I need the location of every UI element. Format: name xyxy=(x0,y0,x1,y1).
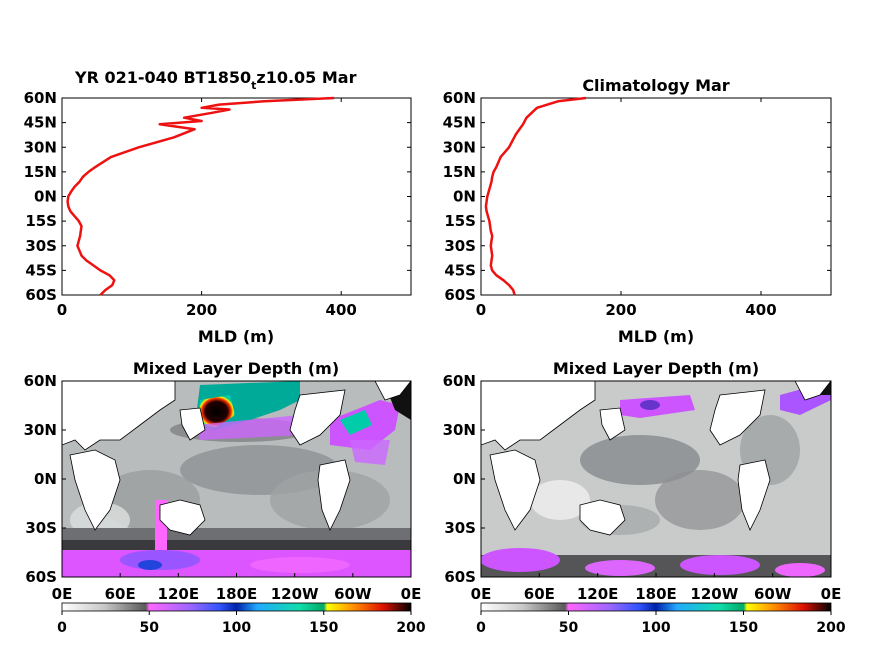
mld-profile-line-model xyxy=(66,96,335,296)
map-xtick-label: 180E xyxy=(635,585,677,603)
xtick-label: 0 xyxy=(57,301,67,319)
ytick-label: 15N xyxy=(443,163,476,181)
xtick-label: 400 xyxy=(326,301,357,319)
map-xtick-label: 180E xyxy=(216,585,258,603)
profile-xlabel-climatology: MLD (m) xyxy=(618,327,694,346)
ytick-label: 15N xyxy=(24,163,57,181)
map-xtick-label: 0E xyxy=(401,585,422,603)
map-ytick-label: 0N xyxy=(34,470,57,488)
mld-map-climatology: Mixed Layer Depth (m) xyxy=(443,359,846,636)
ytick-label: 45S xyxy=(444,261,476,279)
ytick-label: 60N xyxy=(443,89,476,107)
ytick-label: 30N xyxy=(24,138,57,156)
map-title-model: Mixed Layer Depth (m) xyxy=(133,359,339,378)
colorbar-model: 0 50 100 150 200 xyxy=(57,602,426,636)
map-title-climatology: Mixed Layer Depth (m) xyxy=(553,359,759,378)
colorbar-tick-label: 150 xyxy=(729,620,758,636)
mld-map-model: Mixed Layer Depth (m) xyxy=(24,359,426,636)
profile-title-model: YR 021-040 BT1850tz10.05 Mar xyxy=(74,68,357,92)
ytick-label: 15S xyxy=(25,212,57,230)
profile-axes-climatology xyxy=(480,97,832,296)
map-xtick-label: 60W xyxy=(334,585,372,603)
ytick-label: 60N xyxy=(24,89,57,107)
ytick-label: 30N xyxy=(443,138,476,156)
map-ytick-label: 60N xyxy=(24,372,57,390)
map-xtick-label: 120W xyxy=(690,585,738,603)
map-xtick-label: 60W xyxy=(754,585,792,603)
ytick-label: 30S xyxy=(444,237,476,255)
profile-title-climatology: Climatology Mar xyxy=(582,76,729,95)
profile-axes-model xyxy=(61,97,412,296)
ytick-label: 45S xyxy=(25,261,57,279)
mld-profile-line-climatology xyxy=(484,96,587,296)
colorbar-tick-label: 200 xyxy=(816,620,845,636)
colorbar-tick-label: 200 xyxy=(396,620,425,636)
map-ytick-label: 30S xyxy=(25,519,57,537)
map-xtick-label: 0E xyxy=(52,585,73,603)
colorbar-tick-label: 100 xyxy=(641,620,670,636)
map-ytick-label: 60N xyxy=(443,372,476,390)
map-xtick-label: 120W xyxy=(271,585,319,603)
xtick-label: 400 xyxy=(745,301,776,319)
xtick-label: 0 xyxy=(476,301,486,319)
map-ytick-label: 0N xyxy=(453,470,476,488)
profile-xlabel-model: MLD (m) xyxy=(198,327,274,346)
map-xtick-label: 60E xyxy=(524,585,555,603)
ytick-label: 45N xyxy=(443,114,476,132)
profile-panel-model: YR 021-040 BT1850tz10.05 Mar 60N 45N 30N 15… xyxy=(24,68,412,346)
colorbar-climatology: 0 50 100 150 200 xyxy=(476,602,846,636)
map-ytick-label: 30S xyxy=(444,519,476,537)
map-ytick-label: 30N xyxy=(443,421,476,439)
colorbar-tick-label: 50 xyxy=(559,620,579,636)
ytick-label: 15S xyxy=(444,212,476,230)
profile-panel-climatology: Climatology Mar 60N 45N 30N 15N 0N 15S 30S 45S 6… xyxy=(443,76,832,346)
ytick-label: 30S xyxy=(25,237,57,255)
colorbar-tick-label: 50 xyxy=(140,620,160,636)
colorbar-tick-label: 0 xyxy=(57,620,67,636)
map-ytick-label: 60S xyxy=(25,568,57,586)
ytick-label: 45N xyxy=(24,114,57,132)
ytick-label: 0N xyxy=(34,188,57,206)
colorbar-tick-label: 150 xyxy=(309,620,338,636)
ytick-label: 0N xyxy=(453,188,476,206)
ytick-label: 60S xyxy=(25,286,57,304)
xtick-label: 200 xyxy=(605,301,636,319)
xtick-label: 200 xyxy=(186,301,217,319)
map-xtick-label: 120E xyxy=(158,585,200,603)
ytick-label: 60S xyxy=(444,286,476,304)
map-xtick-label: 60E xyxy=(105,585,136,603)
colorbar-tick-label: 100 xyxy=(222,620,251,636)
map-xtick-label: 0E xyxy=(471,585,492,603)
map-xtick-label: 120E xyxy=(577,585,619,603)
map-ytick-label: 30N xyxy=(24,421,57,439)
map-ytick-label: 60S xyxy=(444,568,476,586)
map-xtick-label: 0E xyxy=(821,585,842,603)
colorbar-tick-label: 0 xyxy=(476,620,486,636)
